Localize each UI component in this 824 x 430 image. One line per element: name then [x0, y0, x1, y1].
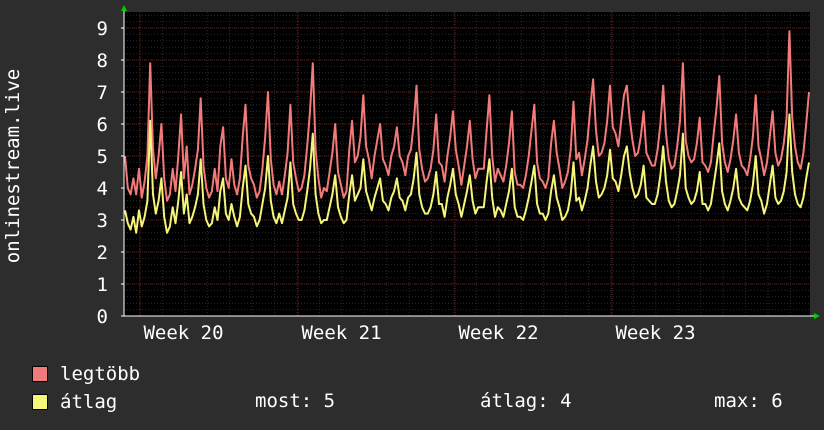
x-tick-label: Week 23: [615, 322, 695, 344]
y-tick-label: 8: [97, 50, 108, 72]
plot-area: [124, 12, 810, 316]
y-axis-arrow-icon: [121, 5, 127, 11]
legend-swatch-avg: [32, 394, 48, 410]
y-axis-title: onlinestream.live: [2, 69, 24, 263]
x-tick-label: Week 20: [143, 322, 223, 344]
legend-label-max: legtöbb: [60, 363, 141, 385]
y-tick-label: 1: [97, 274, 108, 296]
y-tick-labels: 0 1 2 3 4 5 6 7 8 9: [97, 18, 108, 328]
y-tick-label: 9: [97, 18, 108, 40]
legend-entry-avg: átlag: [32, 391, 117, 413]
x-tick-labels: Week 20 Week 21 Week 22 Week 23: [143, 322, 695, 344]
legend-entry-max: legtöbb: [32, 363, 140, 385]
y-tick-label: 3: [97, 210, 108, 232]
stat-max: max: 6: [714, 390, 783, 412]
legend-swatch-max: [32, 366, 48, 382]
stat-avg: átlag: 4: [480, 390, 572, 412]
stat-now: most: 5: [255, 390, 336, 412]
x-tick-label: Week 21: [301, 322, 381, 344]
y-tick-label: 0: [97, 306, 108, 328]
y-tick-label: 6: [97, 114, 108, 136]
y-tick-label: 4: [97, 178, 108, 200]
axes: [121, 5, 820, 319]
legend-label-avg: átlag: [60, 391, 118, 413]
y-tick-label: 7: [97, 82, 108, 104]
y-tick-label: 2: [97, 242, 108, 264]
series-line-max: [124, 30, 810, 202]
y-tick-label: 5: [97, 146, 108, 168]
x-tick-label: Week 22: [458, 322, 538, 344]
series-layer: [124, 30, 810, 234]
x-axis-arrow-icon: [814, 313, 820, 319]
series-line-avg: [124, 113, 810, 234]
